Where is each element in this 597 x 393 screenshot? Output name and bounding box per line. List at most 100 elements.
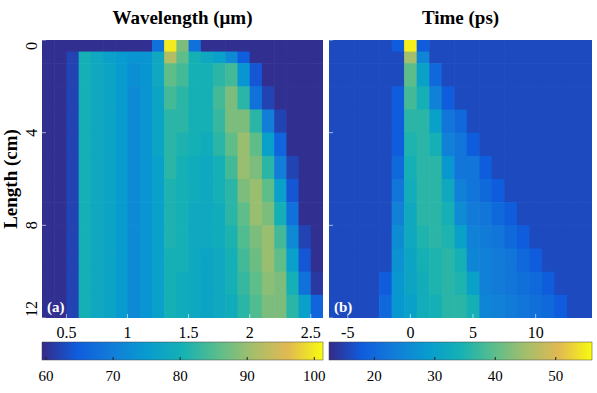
y-tick <box>42 132 46 133</box>
heatmap-cell <box>103 40 116 52</box>
heatmap-cell <box>442 179 455 203</box>
heatmap-cell <box>504 295 517 318</box>
heatmap-cell <box>115 249 128 273</box>
heatmap-cell <box>492 52 505 64</box>
heatmap-cell <box>354 156 367 180</box>
heatmap-cell <box>479 295 492 318</box>
heatmap-cell <box>392 272 405 296</box>
heatmap-cell <box>213 40 226 52</box>
heatmap-cell <box>164 63 177 87</box>
heatmap-cell <box>152 63 165 87</box>
heatmap-cell <box>189 202 202 226</box>
heatmap-cell <box>479 63 492 87</box>
heatmap-cell <box>225 225 238 249</box>
heatmap-cell <box>250 40 263 52</box>
heatmap-cell <box>367 63 380 87</box>
heatmap-cell <box>542 63 555 87</box>
heatmap-cell <box>567 295 580 318</box>
heatmap-cell <box>392 86 405 110</box>
heatmap-cell <box>213 133 226 157</box>
heatmap-cell <box>454 63 467 87</box>
heatmap-cell <box>542 133 555 157</box>
heatmap-cell <box>392 225 405 249</box>
heatmap-cell <box>237 156 250 180</box>
heatmap-cell <box>417 133 430 157</box>
heatmap-cell <box>454 133 467 157</box>
heatmap-cell <box>567 110 580 134</box>
heatmap-cell <box>579 225 592 249</box>
x-tick-label: 10 <box>528 324 544 341</box>
heatmap-cell <box>567 86 580 110</box>
heatmap-cell <box>554 110 567 134</box>
heatmap-cell <box>262 40 275 52</box>
heatmap-cell <box>66 63 79 87</box>
heatmap-cell <box>542 225 555 249</box>
heatmap-cell <box>392 295 405 318</box>
heatmap-cell <box>392 156 405 180</box>
y-tick-label: 8 <box>23 221 40 229</box>
heatmap-cell <box>140 295 153 318</box>
heatmap-cell <box>91 272 104 296</box>
heatmap-cell <box>504 156 517 180</box>
heatmap-cell <box>367 52 380 64</box>
heatmap-cell <box>417 295 430 318</box>
heatmap-cell <box>517 40 530 52</box>
heatmap-cell <box>54 86 67 110</box>
colorbar-tick <box>374 357 375 360</box>
heatmap-cell <box>417 225 430 249</box>
heatmap-cell <box>225 63 238 87</box>
heatmap-cell <box>128 295 141 318</box>
heatmap-cell <box>367 272 380 296</box>
heatmap-cell <box>164 40 177 52</box>
heatmap-cell <box>492 63 505 87</box>
heatmap-cell <box>467 133 480 157</box>
heatmap-cell <box>54 40 67 52</box>
heatmap-cell <box>579 110 592 134</box>
heatmap-cell <box>429 40 442 52</box>
heatmap-cell <box>225 86 238 110</box>
heatmap-cell <box>467 225 480 249</box>
heatmap-cell <box>579 86 592 110</box>
heatmap-cell <box>429 156 442 180</box>
heatmap-cell <box>554 249 567 273</box>
heatmap-cell <box>517 52 530 64</box>
heatmap-cell <box>250 133 263 157</box>
heatmap-cell <box>66 52 79 64</box>
heatmap-cell <box>164 86 177 110</box>
heatmap-cell <box>467 52 480 64</box>
heatmap-cell <box>329 272 342 296</box>
heatmap-cell <box>213 179 226 203</box>
heatmap-cell <box>79 295 92 318</box>
heatmap-cell <box>342 133 355 157</box>
heatmap-cell <box>140 272 153 296</box>
heatmap-cell <box>79 179 92 203</box>
heatmap-cell <box>454 202 467 226</box>
heatmap-cell <box>274 40 287 52</box>
heatmap-cell <box>354 249 367 273</box>
x-tick <box>535 314 536 318</box>
heatmap-cell <box>79 202 92 226</box>
heatmap-cell <box>311 225 323 249</box>
heatmap-cell <box>492 179 505 203</box>
heatmap-cell <box>517 63 530 87</box>
heatmap-cell <box>237 272 250 296</box>
heatmap-cell <box>554 295 567 318</box>
heatmap-cell <box>250 272 263 296</box>
heatmap-cell <box>429 52 442 64</box>
heatmap-cell <box>342 179 355 203</box>
heatmap-cell <box>42 40 55 52</box>
heatmap-cell <box>152 156 165 180</box>
heatmap-cell <box>213 225 226 249</box>
heatmap-cell <box>91 63 104 87</box>
heatmap-cell <box>140 133 153 157</box>
heatmap-cell <box>329 86 342 110</box>
heatmap-cell <box>152 179 165 203</box>
heatmap-cell <box>467 272 480 296</box>
heatmap-cell <box>140 40 153 52</box>
heatmap-cell <box>542 86 555 110</box>
heatmap-cell <box>404 272 417 296</box>
heatmap-cell <box>311 40 323 52</box>
heatmap-cell <box>517 110 530 134</box>
heatmap-cell <box>103 156 116 180</box>
heatmap-cell <box>467 63 480 87</box>
